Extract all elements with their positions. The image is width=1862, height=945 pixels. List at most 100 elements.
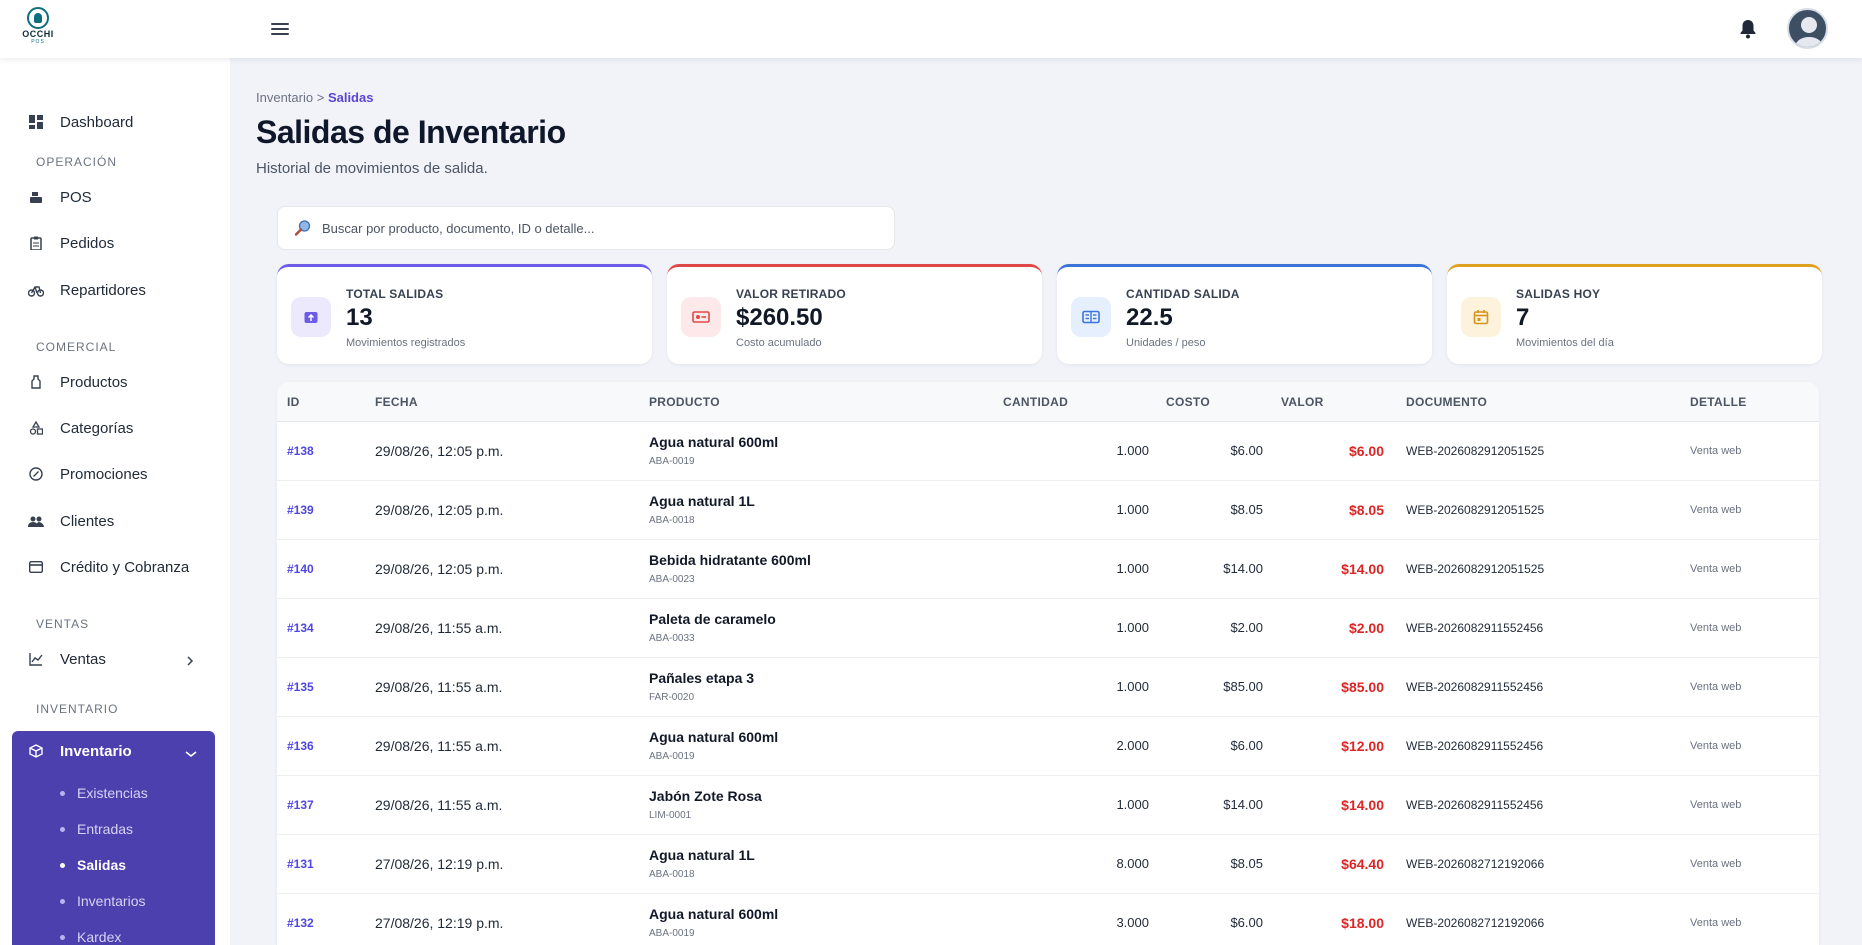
table-row[interactable]: #138 29/08/26, 12:05 p.m. Agua natural 600… [277,422,1819,481]
row-date: 29/08/26, 12:05 p.m. [375,443,504,459]
sidebar-item-credito[interactable]: Crédito y Cobranza [12,549,215,585]
breadcrumb-parent[interactable]: Inventario [256,90,314,105]
column-header-producto[interactable]: PRODUCTO [649,395,720,409]
line-chart-icon [28,651,44,667]
column-header-detalle[interactable]: DETALLE [1690,395,1747,409]
row-detail: Venta web [1690,445,1742,457]
row-value: $18.00 [1341,915,1384,931]
submenu-salidas[interactable]: Salidas [60,857,126,873]
column-header-fecha[interactable]: FECHA [375,395,418,409]
row-cost: $6.00 [1230,738,1263,753]
table-header: ID FECHA PRODUCTO CANTIDAD COSTO VALOR D… [277,382,1819,422]
sidebar-item-promociones[interactable]: Promociones [12,456,215,492]
row-detail: Venta web [1690,622,1742,634]
row-document: WEB-2026082712192066 [1406,857,1545,871]
logo-mark-icon [27,7,49,29]
salidas-table: ID FECHA PRODUCTO CANTIDAD COSTO VALOR D… [277,382,1819,945]
row-product-name: Pañales etapa 3 [649,670,755,686]
row-id-link[interactable]: #138 [287,444,314,458]
section-operacion: OPERACIÓN [36,155,118,169]
bullet-icon [60,826,65,832]
sidebar-item-label: Categorías [60,419,134,437]
row-document: WEB-2026082911552456 [1406,739,1544,753]
row-document: WEB-2026082712192066 [1406,916,1545,930]
sidebar-item-label: Pedidos [60,234,115,252]
row-quantity: 2.000 [1116,738,1149,753]
row-id-link[interactable]: #140 [287,562,314,576]
column-header-cantidad[interactable]: CANTIDAD [1003,395,1069,409]
row-value: $8.05 [1348,502,1384,518]
row-date: 27/08/26, 12:19 p.m. [375,856,504,872]
row-date: 29/08/26, 11:55 a.m. [375,679,503,695]
row-value: $14.00 [1341,797,1384,813]
row-cost: $6.00 [1230,915,1263,930]
table-row[interactable]: #131 27/08/26, 12:19 p.m. Agua natural 1L A… [277,835,1819,894]
sidebar-item-label: Inventario [60,742,132,760]
submenu-existencias[interactable]: Existencias [60,785,148,801]
row-detail: Venta web [1690,917,1742,929]
row-id-link[interactable]: #131 [287,857,314,871]
breadcrumb: Inventario > Salidas [256,90,373,105]
user-avatar[interactable] [1787,8,1828,49]
row-value: $6.00 [1348,443,1384,459]
box-out-icon [291,297,331,337]
stat-hint: Costo acumulado [736,337,822,349]
sidebar-item-repartidores[interactable]: Repartidores [12,272,215,308]
row-id-link[interactable]: #137 [287,798,314,812]
sidebar-item-ventas[interactable]: Ventas [12,641,215,677]
submenu-label: Existencias [77,785,148,801]
stat-card-salidas-hoy: SALIDAS HOY 7 Movimientos del día [1447,264,1822,364]
row-quantity: 1.000 [1116,502,1149,517]
table-row[interactable]: #132 27/08/26, 12:19 p.m. Agua natural 600… [277,894,1819,945]
row-detail: Venta web [1690,681,1742,693]
table-row[interactable]: #140 29/08/26, 12:05 p.m. Bebida hidratant… [277,540,1819,599]
sidebar-item-productos[interactable]: Productos [12,364,215,400]
menu-toggle-icon[interactable] [271,21,289,37]
row-product-name: Agua natural 600ml [649,906,779,922]
row-product-name: Agua natural 600ml [649,434,779,450]
bullet-icon [60,790,65,796]
chevron-right-icon [185,653,195,666]
row-product-sku: ABA-0018 [649,869,695,880]
sidebar-item-categorias[interactable]: Categorías [12,410,215,446]
row-id-link[interactable]: #132 [287,916,314,930]
stat-card-valor-retirado: VALOR RETIRADO $260.50 Costo acumulado [667,264,1042,364]
submenu-entradas[interactable]: Entradas [60,821,133,837]
column-header-documento[interactable]: DOCUMENTO [1406,395,1488,409]
row-id-link[interactable]: #139 [287,503,314,517]
table-row[interactable]: #135 29/08/26, 11:55 a.m. Pañales etapa 3 F… [277,658,1819,717]
sidebar-item-pedidos[interactable]: Pedidos [12,225,215,261]
table-row[interactable]: #134 29/08/26, 11:55 a.m. Paleta de carame… [277,599,1819,658]
row-date: 29/08/26, 11:55 a.m. [375,797,503,813]
row-id-link[interactable]: #135 [287,680,314,694]
table-row[interactable]: #136 29/08/26, 11:55 a.m. Agua natural 600… [277,717,1819,776]
sidebar-item-pos[interactable]: POS [12,179,215,215]
submenu-label: Entradas [77,821,134,837]
stat-hint: Unidades / peso [1126,337,1206,349]
sidebar-item-inventario[interactable]: Inventario [12,731,215,771]
column-header-valor[interactable]: VALOR [1281,395,1324,409]
sidebar-item-label: Clientes [60,512,115,530]
cube-icon [28,743,44,759]
row-id-link[interactable]: #136 [287,739,314,753]
search-input[interactable] [322,220,882,236]
row-detail: Venta web [1690,563,1742,575]
sidebar-item-label: Promociones [60,465,148,483]
row-detail: Venta web [1690,740,1742,752]
sidebar-item-dashboard[interactable]: Dashboard [12,104,215,140]
submenu-kardex[interactable]: Kardex [60,929,121,945]
row-cost: $8.05 [1230,502,1263,517]
sidebar-item-clientes[interactable]: Clientes [12,503,215,539]
table-row[interactable]: #137 29/08/26, 11:55 a.m. Jabón Zote Rosa L… [277,776,1819,835]
submenu-inventarios[interactable]: Inventarios [60,893,145,909]
column-header-id[interactable]: ID [287,395,300,409]
row-value: $64.40 [1341,856,1384,872]
notifications-bell-icon[interactable] [1738,18,1758,40]
table-row[interactable]: #139 29/08/26, 12:05 p.m. Agua natural 1L A… [277,481,1819,540]
column-header-costo[interactable]: COSTO [1166,395,1210,409]
row-id-link[interactable]: #134 [287,621,314,635]
app-logo[interactable]: OCCHI POS [18,7,58,47]
stat-value: 22.5 [1126,304,1173,331]
row-quantity: 1.000 [1116,679,1149,694]
row-document: WEB-2026082911552456 [1406,798,1544,812]
